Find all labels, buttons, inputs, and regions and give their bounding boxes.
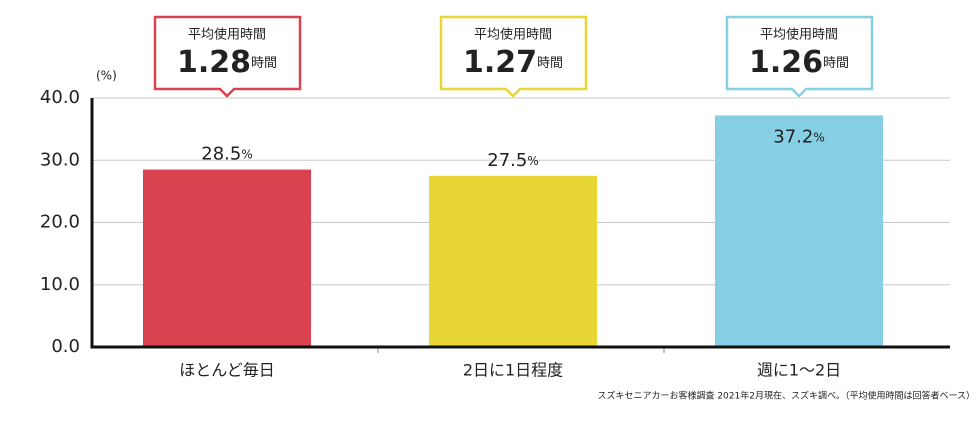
- callout-value: 1.28時間: [177, 45, 277, 80]
- callout-title: 平均使用時間: [474, 27, 552, 43]
- bar: [143, 169, 311, 347]
- value-label: 37.2%: [773, 126, 824, 147]
- y-tick-label: 20.0: [40, 212, 80, 233]
- callout-unit: 時間: [823, 56, 849, 71]
- x-tick-label: ほとんど毎日: [179, 361, 275, 380]
- value-number: 27.5: [487, 150, 527, 171]
- callout-box: [439, 15, 588, 98]
- y-tick-label: 0.0: [51, 336, 80, 357]
- callout-unit: 時間: [537, 56, 563, 71]
- y-tick-label: 10.0: [40, 274, 80, 295]
- y-tick-label: 40.0: [40, 87, 80, 108]
- callout-value: 1.26時間: [749, 45, 849, 80]
- x-tick-label: 週に1〜2日: [757, 361, 841, 380]
- y-tick-label: 30.0: [40, 149, 80, 170]
- callout-number: 1.26: [749, 45, 823, 80]
- value-unit: %: [813, 130, 824, 144]
- callout-box: [153, 15, 302, 98]
- callout-title: 平均使用時間: [188, 27, 266, 43]
- value-number: 37.2: [773, 126, 813, 147]
- callout-value: 1.27時間: [463, 45, 563, 80]
- value-unit: %: [527, 153, 538, 167]
- callout-number: 1.28: [177, 45, 251, 80]
- value-number: 28.5: [201, 144, 241, 165]
- bar: [429, 175, 597, 347]
- callout-number: 1.27: [463, 45, 537, 80]
- x-tick-label: 2日に1日程度: [463, 361, 563, 380]
- callout-unit: 時間: [251, 56, 277, 71]
- value-label: 28.5%: [201, 144, 252, 165]
- y-axis-label: (%): [96, 69, 117, 83]
- bar: [715, 115, 883, 348]
- callout-title: 平均使用時間: [760, 27, 838, 43]
- value-label: 27.5%: [487, 150, 538, 171]
- value-unit: %: [241, 147, 252, 161]
- footnote: スズキセニアカーお客様調査 2021年2月現在、スズキ調べ。（平均使用時間は回答…: [597, 390, 975, 402]
- callout-box: [725, 15, 874, 98]
